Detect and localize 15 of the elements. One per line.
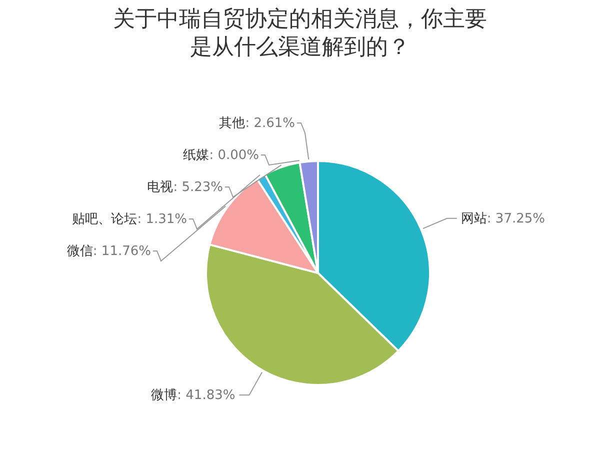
slice-label: 微博 <box>151 388 178 403</box>
slice-label: 微信 <box>66 244 93 259</box>
slice-label: 网站 <box>460 210 487 226</box>
slice-label: 电视 <box>147 180 174 195</box>
slice-label: 其他 <box>219 116 246 131</box>
data-label: : 2.61% <box>245 116 295 131</box>
data-label: : 11.76% <box>92 244 151 259</box>
slice-label: 贴吧、论坛 <box>72 212 138 227</box>
data-label: : 1.31% <box>137 212 187 227</box>
text: : 0.00% <box>209 148 259 163</box>
data-label: : 41.83% <box>177 388 236 403</box>
data-label: : 5.23% <box>173 180 223 195</box>
data-label: : 37.25% <box>486 210 546 226</box>
chart-title: 关于中瑞自贸协定的相关消息，你主要是从什么渠道解到的？ <box>112 6 488 62</box>
category-label: 纸媒 <box>183 148 210 163</box>
